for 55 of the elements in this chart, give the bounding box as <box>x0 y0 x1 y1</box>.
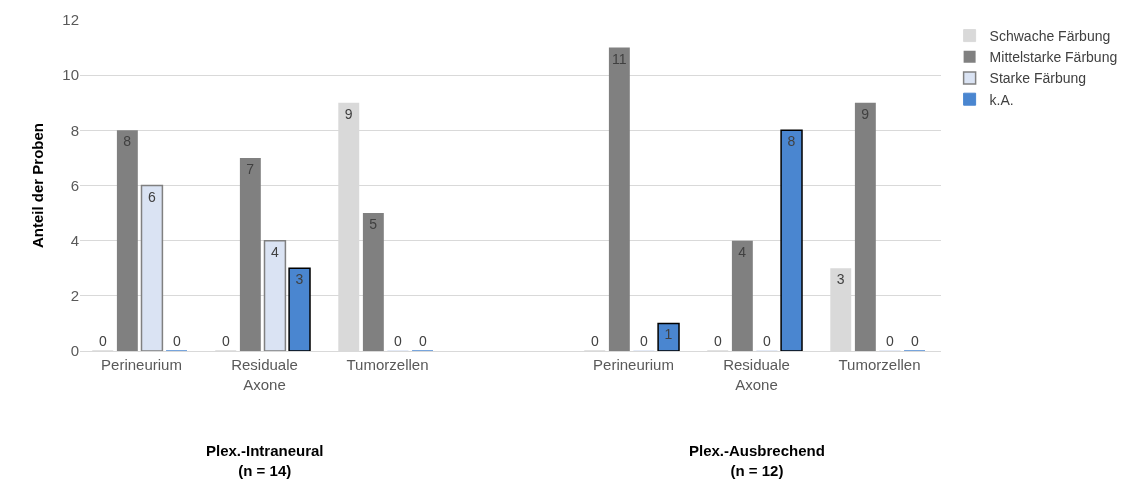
bar <box>288 267 311 351</box>
x-tick-label: Tumorzellen <box>346 356 429 373</box>
y-axis-title: Anteil der Proben <box>28 122 46 249</box>
bar <box>780 129 803 351</box>
data-label: 0 <box>394 333 402 349</box>
bar <box>731 240 753 351</box>
data-label: 0 <box>763 333 771 349</box>
data-label: 6 <box>147 188 156 205</box>
legend-label: Starke Färbung <box>989 70 1087 87</box>
data-label: 0 <box>222 333 230 349</box>
text: Plex.-Ausbrechend (n = 12) <box>689 442 825 479</box>
bar <box>116 130 138 351</box>
legend-label: Mittelstarke Färbung <box>989 49 1118 66</box>
bar <box>263 239 287 351</box>
data-label: 3 <box>295 271 304 288</box>
bar <box>608 47 630 351</box>
x-tick-label: Residuale Axone <box>231 356 298 393</box>
bar <box>362 213 384 351</box>
y-tick-label: 4 <box>70 231 79 249</box>
data-label: 5 <box>369 216 378 233</box>
y-tick-label: 2 <box>70 287 79 305</box>
data-label: 3 <box>836 271 845 288</box>
data-label: 9 <box>861 105 870 122</box>
legend-label: Schwache Färbung <box>989 28 1111 45</box>
data-label: 0 <box>911 333 919 349</box>
x-tick-label: Perineurium <box>593 356 674 373</box>
data-label: 7 <box>246 160 255 177</box>
bar <box>657 322 680 351</box>
bar <box>239 157 261 351</box>
y-tick-label: 8 <box>70 121 79 139</box>
y-tick-label: 0 <box>70 342 79 360</box>
data-label: 8 <box>787 133 796 150</box>
data-label: 0 <box>640 333 648 349</box>
text: Plex.-Intraneural (n = 14) <box>206 442 324 479</box>
y-tick-label: 10 <box>62 66 79 84</box>
bar <box>854 102 876 351</box>
data-label: 9 <box>344 105 353 122</box>
data-label: 0 <box>714 333 722 349</box>
legend-label: k.A. <box>989 91 1014 108</box>
x-tick-label: Residuale Axone <box>723 356 790 393</box>
y-tick-label: 12 <box>62 11 79 29</box>
y-tick-label: 6 <box>70 176 79 194</box>
x-tick-label: Tumorzellen <box>838 356 921 373</box>
data-label: 11 <box>611 50 627 67</box>
data-label: 4 <box>738 243 747 260</box>
data-label: 0 <box>886 333 894 349</box>
bar <box>140 184 164 351</box>
data-label: 4 <box>270 243 279 260</box>
data-label: 1 <box>664 326 673 343</box>
data-label: 0 <box>419 333 427 349</box>
data-label: 8 <box>123 133 132 150</box>
data-label: 0 <box>591 333 599 349</box>
x-tick-label: Perineurium <box>101 356 182 373</box>
data-label: 0 <box>99 333 107 349</box>
data-label: 0 <box>173 333 181 349</box>
